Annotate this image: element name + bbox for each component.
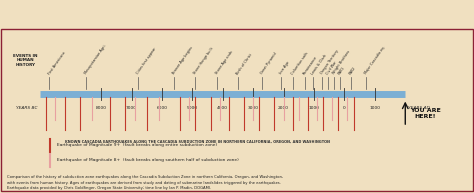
Text: WW1: WW1: [337, 65, 346, 75]
Text: Stone Henge built: Stone Henge built: [193, 47, 215, 75]
Text: YOU ARE
HERE!: YOU ARE HERE!: [410, 108, 441, 119]
Text: Cities first appear: Cities first appear: [135, 47, 157, 75]
Text: Civil War: Civil War: [325, 60, 337, 75]
Text: EVENTS IN
HUMAN
HISTORY: EVENTS IN HUMAN HISTORY: [13, 54, 38, 67]
Text: YEARS BC: YEARS BC: [17, 106, 38, 110]
Text: Birth of Christ: Birth of Christ: [236, 52, 253, 75]
Text: Stone Age ends: Stone Age ends: [214, 50, 234, 75]
Text: Comparison of the history of subduction zone earthquakes along the Cascadia Subd: Comparison of the history of subduction …: [7, 175, 283, 190]
Text: Earthquake of Magnitude 8+  (fault breaks along southern half of subduction zone: Earthquake of Magnitude 8+ (fault breaks…: [57, 158, 238, 163]
Text: Oregon Territory: Oregon Territory: [319, 49, 339, 75]
Text: Columbus sails: Columbus sails: [291, 51, 309, 75]
Text: YEARS AD: YEARS AD: [408, 106, 429, 110]
Text: 1000: 1000: [369, 106, 380, 110]
Text: First Americans: First Americans: [47, 51, 66, 75]
Text: Mesopotamian Agri.: Mesopotamian Agri.: [83, 44, 107, 75]
Text: Bronze Age begins: Bronze Age begins: [172, 46, 194, 75]
Text: 0: 0: [343, 106, 346, 110]
Text: Great Pyramid: Great Pyramid: [260, 52, 278, 75]
Text: 2000: 2000: [278, 106, 289, 110]
Text: CASCADIA EARTHQUAKE TIME LINE: CASCADIA EARTHQUAKE TIME LINE: [135, 8, 339, 18]
Text: 5000: 5000: [187, 106, 198, 110]
Text: Lewis & Clark: Lewis & Clark: [310, 53, 327, 75]
Text: Wright Brothers: Wright Brothers: [331, 50, 351, 75]
Text: Renaissance: Renaissance: [302, 55, 319, 75]
Text: 3000: 3000: [248, 106, 259, 110]
Text: 1000: 1000: [309, 106, 319, 110]
Text: 4000: 4000: [217, 106, 228, 110]
Text: 6000: 6000: [156, 106, 167, 110]
Text: 7000: 7000: [126, 106, 137, 110]
Text: WW2: WW2: [348, 65, 357, 75]
Text: KNOWN CASCADIA EARTHQUAKES ALONG THE CASCADIA SUBDUCTION ZONE IN NORTHERN CALIFO: KNOWN CASCADIA EARTHQUAKES ALONG THE CAS…: [65, 140, 330, 144]
Text: Iron Age: Iron Age: [278, 61, 290, 75]
Text: Earthquake of Magnitude 9+  (fault breaks along entire subduction zone): Earthquake of Magnitude 9+ (fault breaks…: [57, 143, 217, 147]
Text: 8000: 8000: [96, 106, 107, 110]
Text: Major Cascadia eq.: Major Cascadia eq.: [364, 46, 386, 75]
